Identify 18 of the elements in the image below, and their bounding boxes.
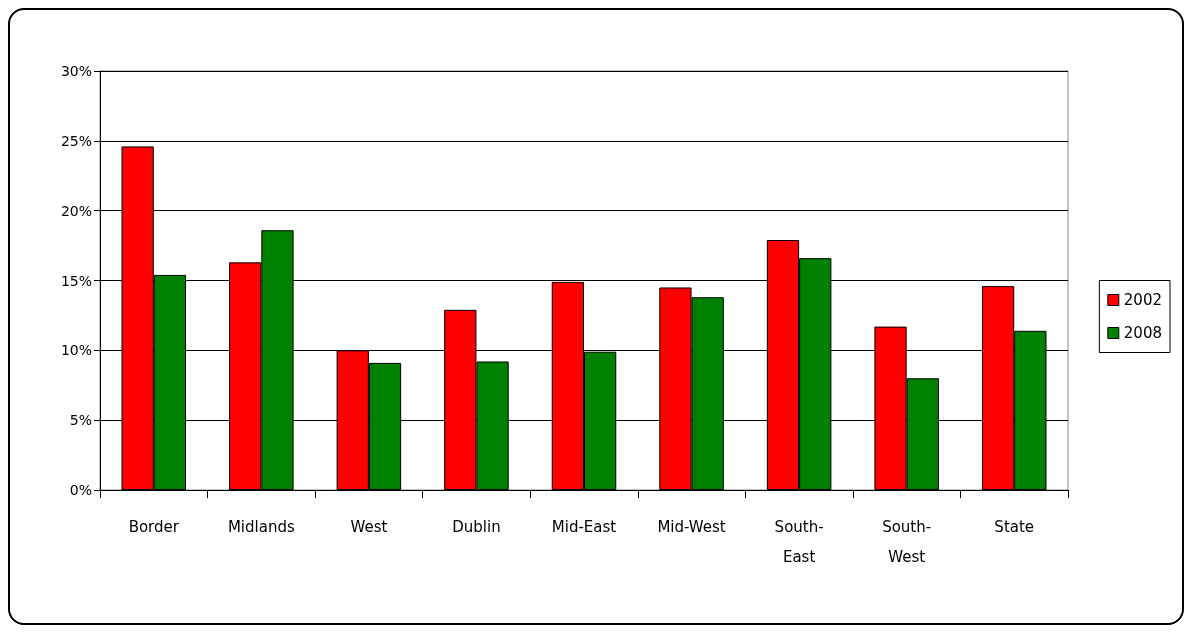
y-tick-label: 20% [60, 202, 92, 219]
x-tick-label: West [350, 518, 388, 536]
y-tick-label: 0% [69, 482, 92, 498]
x-tick-label: State [994, 518, 1035, 536]
x-tick-label: Mid-East [551, 518, 617, 536]
x-tick-label: Midlands [227, 518, 295, 536]
x-tick-label: Dublin [452, 518, 501, 536]
y-tick-label: 30% [60, 63, 92, 79]
y-tick-label: 25% [60, 132, 92, 149]
y-tick-label: 10% [60, 342, 92, 359]
legend-label: 2002 [1123, 291, 1163, 309]
y-tick-label: 15% [60, 272, 92, 289]
y-tick-label: 5% [69, 412, 92, 429]
legend-label: 2008 [1123, 324, 1163, 342]
x-tick-label: Border [128, 518, 180, 536]
x-tick-label: Mid-West [657, 518, 726, 536]
x-tick-label: South-East [774, 518, 824, 566]
x-tick-label: South-West [882, 518, 932, 566]
